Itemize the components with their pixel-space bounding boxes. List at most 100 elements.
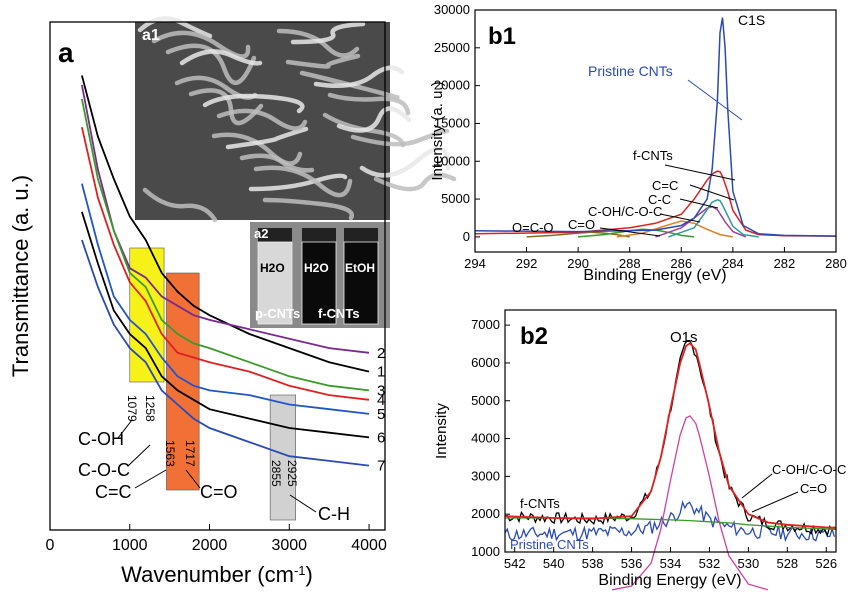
nanotube-strand [299, 70, 400, 100]
annotation-arrow [741, 473, 773, 499]
vial-cap [302, 228, 336, 242]
inset-a2-label: a2 [254, 226, 268, 241]
wavenumber-1079: 1079 [125, 395, 139, 422]
label-pristine-cnts-b2: Pristine CNTs [510, 537, 589, 552]
vial-label-etoh: EtOH [345, 261, 375, 275]
nanotube-strand [322, 112, 406, 148]
tick-label-b1-294: 294 [464, 256, 486, 271]
tick-label-b1-15000: 15000 [434, 115, 470, 130]
vial-label-h2o-1: H2O [260, 261, 285, 275]
vial-cap [258, 228, 292, 242]
vial-label-fcnts: f-CNTs [318, 306, 360, 321]
label-c-o-double: C=O [200, 482, 238, 502]
x-axis-title-a-close: ) [306, 562, 313, 587]
tick-label-b1-5000: 5000 [441, 191, 470, 206]
label-c-c-b1: C-C [648, 192, 671, 207]
tick-label-b2-528: 528 [776, 556, 798, 571]
tick-label-b2-532: 532 [699, 556, 721, 571]
nanotube-strand [253, 165, 353, 198]
ftir-curve-7 [81, 239, 370, 467]
tick-label-a-1000: 1000 [112, 537, 148, 554]
band-2 [269, 394, 296, 521]
xps-c1s-curve-OCO [526, 231, 630, 238]
tick-label-b2-2000: 2000 [471, 506, 500, 521]
tick-label-a-4000: 4000 [351, 537, 387, 554]
tick-label-a-3000: 3000 [271, 537, 307, 554]
tick-label-b2-534: 534 [660, 556, 682, 571]
nanotube-strand [290, 21, 366, 45]
vial-body [343, 241, 379, 325]
nanotube-strand [313, 65, 405, 88]
tick-label-b1-288: 288 [619, 256, 641, 271]
nanotube-strand [216, 108, 308, 131]
tick-label-b1-25000: 25000 [434, 40, 470, 55]
annotation-arrow [664, 164, 736, 181]
y-axis-title-b1: Intensity (a. u.) [429, 81, 446, 180]
wavenumber-1258: 1258 [143, 395, 157, 422]
xps-c1s-curve-CC [668, 199, 759, 238]
label-c-o-double-b2: C=O [800, 481, 827, 496]
nanotube-strand [225, 126, 309, 150]
annotation-arrow [134, 469, 167, 489]
tick-label-b1-280: 280 [825, 256, 847, 271]
tick-label-a-0: 0 [46, 537, 55, 554]
xps-c1s-curve-fCNTs [474, 170, 837, 237]
ftir-curve-label-6: 6 [377, 429, 385, 446]
annotation-arrow [659, 213, 701, 223]
nanotube-strand [262, 197, 355, 221]
nanotube-strand [336, 106, 412, 133]
wavenumber-1717: 1717 [183, 440, 197, 467]
label-c-oh-c-o-c-b1: C-OH/C-O-C [588, 204, 662, 219]
nanotube-strand [239, 153, 315, 173]
xps-c1s-curve-PristineCNTs [474, 17, 837, 237]
x-axis-title-b2: Binding Energy (eV) [598, 572, 741, 589]
ftir-curve-label-1: 1 [377, 364, 385, 381]
x-axis-title-b1: Binding Energy (eV) [583, 267, 726, 284]
nanotube-strand [188, 88, 264, 126]
label-f-cnts-b1: f-CNTs [633, 148, 673, 163]
tick-label-b1-286: 286 [670, 256, 692, 271]
panel-label-a: a [58, 37, 74, 68]
label-pristine-cnts-b1: Pristine CNTs [588, 63, 673, 79]
label-c-oh-c-o-c-b2: C-OH/C-O-C [772, 462, 846, 477]
peak-label-c1s: C1S [738, 12, 765, 28]
ftir-curve-1 [81, 75, 370, 373]
tick-label-b2-1000: 1000 [471, 544, 500, 559]
x-axis-title-a: Wavenumber (cm-1) [121, 562, 313, 587]
vial-inset: a2 H2O H2O EtOH p-CNTs f-CNTs [250, 222, 390, 328]
wavenumber-2925: 2925 [285, 460, 299, 487]
tick-label-b2-6000: 6000 [471, 355, 500, 370]
tick-label-a-2000: 2000 [192, 537, 228, 554]
tick-label-b1-282: 282 [774, 256, 796, 271]
ftir-curve-label-3: 3 [377, 382, 385, 399]
label-o-c-o-b1: O=C-O [512, 220, 554, 235]
ftir-curve-4 [81, 127, 370, 401]
tick-label-b2-540: 540 [543, 556, 565, 571]
annotation-arrow [117, 419, 133, 439]
tick-label-b2-5000: 5000 [471, 393, 500, 408]
nanotube-strand [151, 30, 251, 59]
label-c-h: C-H [318, 504, 350, 524]
vial-label-pcnts: p-CNTs [255, 306, 300, 321]
wavenumber-2855: 2855 [269, 460, 283, 487]
xps-o1s-curve-PristineCNTs [504, 500, 836, 543]
xps-o1s-curve-fit [504, 342, 837, 529]
nanotube-strand [165, 43, 257, 85]
annotation-arrow [687, 79, 743, 121]
annotation-arrow [599, 227, 661, 237]
tick-label-b1-292: 292 [516, 256, 538, 271]
label-f-cnts-b2: f-CNTs [520, 496, 560, 511]
nanotube-strand [285, 53, 361, 69]
tick-label-b2-530: 530 [738, 556, 760, 571]
sem-inset: a1 [135, 16, 457, 223]
xps-c1s-curve-CC [655, 205, 747, 238]
vial-body [301, 241, 337, 325]
tick-label-b2-538: 538 [582, 556, 604, 571]
tick-label-b2-542: 542 [504, 556, 526, 571]
tick-label-b1-0: 0 [463, 229, 470, 244]
x-axis-title-a-superscript: -1 [294, 563, 306, 578]
annotation-arrow [289, 494, 317, 513]
tick-label-b2-7000: 7000 [471, 317, 500, 332]
ftir-curve-5 [81, 183, 370, 415]
